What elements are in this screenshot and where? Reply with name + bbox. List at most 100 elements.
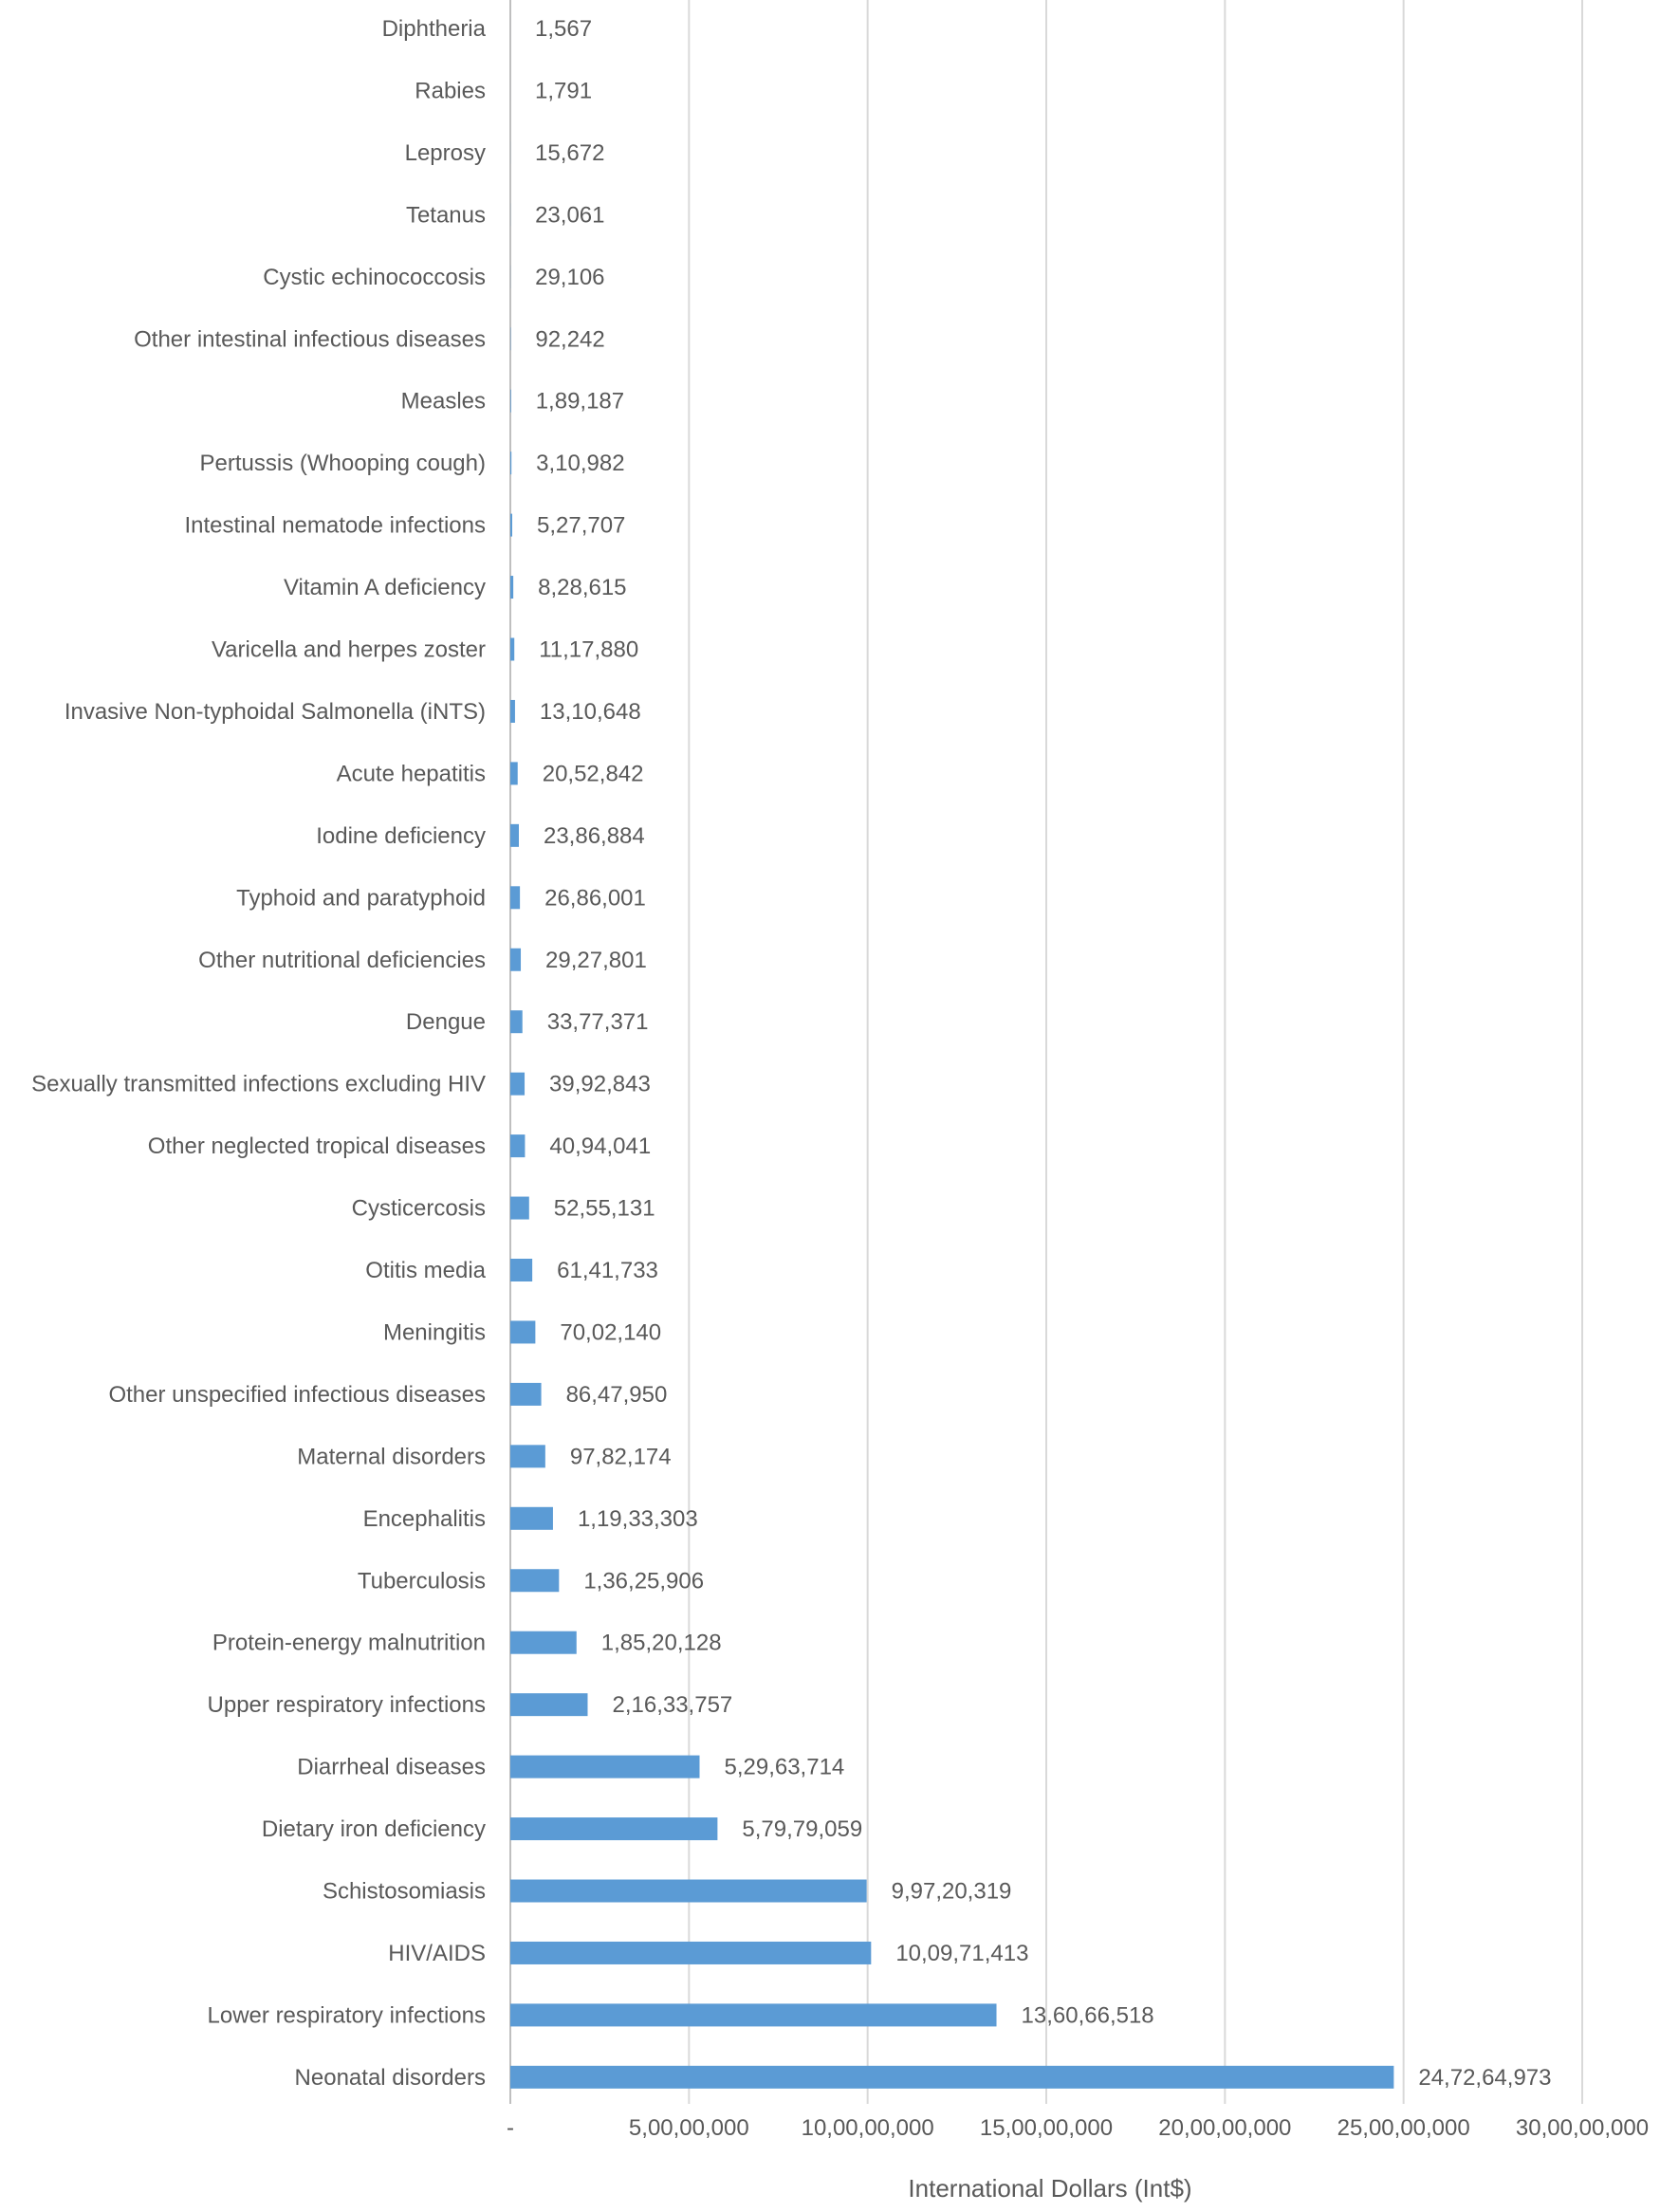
category-labels: Diphtheria Rabies Leprosy Tetanus Cystic ech…	[31, 16, 487, 2091]
bar	[510, 1817, 717, 1840]
x-tick-label: -	[507, 2115, 514, 2141]
category-label: Lower respiratory infections	[208, 2002, 486, 2028]
category-label: Dietary iron deficiency	[262, 1816, 486, 1842]
grid-lines	[510, 0, 1582, 2104]
x-tick-label: 15,00,00,000	[980, 2115, 1113, 2141]
data-label: 1,89,187	[536, 389, 624, 415]
bar	[510, 1383, 542, 1406]
bar	[510, 949, 521, 971]
bar	[510, 1320, 535, 1343]
data-label: 52,55,131	[554, 1196, 655, 1222]
data-label: 23,061	[535, 202, 604, 228]
data-label: 1,85,20,128	[601, 1631, 722, 1656]
data-label: 24,72,64,973	[1418, 2065, 1551, 2091]
category-label: Invasive Non-typhoidal Salmonella (iNTS)	[65, 699, 486, 725]
data-label: 5,79,79,059	[742, 1816, 862, 1842]
value-labels: 1,5671,79115,67223,06129,10692,2421,89,1…	[535, 16, 1551, 2091]
bar	[510, 1197, 529, 1220]
bar	[510, 638, 514, 661]
category-label: Sexually transmitted infections excludin…	[31, 1072, 486, 1097]
bar	[510, 1942, 871, 1964]
bar	[510, 1756, 699, 1779]
category-label: Varicella and herpes zoster	[212, 637, 486, 663]
data-label: 2,16,33,757	[612, 1692, 732, 1718]
bar	[510, 1880, 867, 1903]
bar	[510, 1010, 523, 1033]
data-label: 5,29,63,714	[724, 1755, 844, 1780]
x-tick-label: 10,00,00,000	[802, 2115, 934, 2141]
x-tick-label: 5,00,00,000	[629, 2115, 749, 2141]
category-label: Vitamin A deficiency	[284, 575, 486, 600]
data-label: 61,41,733	[557, 1258, 658, 1283]
data-label: 1,791	[535, 78, 592, 103]
data-label: 13,10,648	[540, 699, 641, 725]
category-label: Encephalitis	[363, 1506, 486, 1532]
category-label: Protein-energy malnutrition	[212, 1631, 486, 1656]
x-axis-title: International Dollars (Int$)	[908, 2174, 1191, 2203]
bar	[510, 1507, 553, 1530]
data-label: 29,106	[535, 265, 604, 290]
data-label: 9,97,20,319	[892, 1879, 1012, 1905]
category-label: Typhoid and paratyphoid	[236, 885, 486, 911]
data-label: 29,27,801	[545, 948, 647, 973]
bar	[510, 390, 511, 413]
data-label: 1,19,33,303	[578, 1506, 698, 1532]
data-label: 33,77,371	[547, 1009, 649, 1035]
data-label: 11,17,880	[539, 637, 638, 663]
category-label: Diphtheria	[382, 16, 487, 42]
category-label: Otitis media	[365, 1258, 486, 1283]
data-label: 1,567	[535, 16, 592, 42]
bar	[510, 1631, 577, 1654]
bar	[510, 576, 513, 599]
bar	[510, 2066, 1393, 2089]
category-label: Pertussis (Whooping cough)	[200, 451, 486, 476]
category-label: Tuberculosis	[358, 1568, 486, 1594]
bar	[510, 824, 519, 847]
data-label: 10,09,71,413	[895, 1941, 1028, 1966]
data-label: 97,82,174	[570, 1444, 672, 1469]
data-label: 8,28,615	[538, 575, 626, 600]
category-label: Other unspecified infectious diseases	[108, 1382, 486, 1408]
bar	[510, 1693, 587, 1716]
category-label: Iodine deficiency	[316, 823, 486, 849]
category-label: Cysticercosis	[352, 1196, 486, 1222]
data-label: 92,242	[535, 326, 604, 352]
bar	[510, 762, 518, 784]
bar	[510, 1073, 525, 1096]
category-label: HIV/AIDS	[388, 1941, 486, 1966]
x-tick-label: 25,00,00,000	[1337, 2115, 1470, 2141]
category-label: Diarrheal diseases	[297, 1755, 486, 1780]
category-label: Measles	[401, 389, 486, 415]
category-label: Neonatal disorders	[295, 2065, 486, 2091]
category-label: Maternal disorders	[297, 1444, 486, 1469]
x-tick-label: 20,00,00,000	[1158, 2115, 1291, 2141]
data-label: 20,52,842	[543, 761, 644, 786]
bar	[510, 514, 512, 537]
category-label: Intestinal nematode infections	[184, 513, 486, 539]
data-label: 23,86,884	[544, 823, 645, 849]
bar	[510, 700, 515, 723]
bar	[510, 1445, 545, 1467]
x-tick-label: 30,00,00,000	[1516, 2115, 1649, 2141]
bar	[510, 452, 511, 474]
bar	[510, 1134, 525, 1157]
bar	[510, 886, 520, 909]
category-label: Upper respiratory infections	[208, 1692, 486, 1718]
category-label: Other neglected tropical diseases	[148, 1134, 486, 1159]
data-label: 3,10,982	[536, 451, 624, 476]
category-label: Meningitis	[383, 1319, 486, 1345]
bar	[510, 2003, 997, 2026]
category-label: Rabies	[415, 78, 486, 103]
category-label: Cystic echinococcosis	[263, 265, 486, 290]
data-label: 70,02,140	[560, 1319, 661, 1345]
data-label: 86,47,950	[566, 1382, 668, 1408]
category-label: Other nutritional deficiencies	[198, 948, 486, 973]
data-label: 39,92,843	[549, 1072, 651, 1097]
data-label: 40,94,041	[549, 1134, 651, 1159]
category-label: Leprosy	[405, 140, 486, 166]
category-label: Schistosomiasis	[323, 1879, 486, 1905]
category-label: Tetanus	[406, 202, 486, 228]
data-label: 26,86,001	[544, 885, 646, 911]
